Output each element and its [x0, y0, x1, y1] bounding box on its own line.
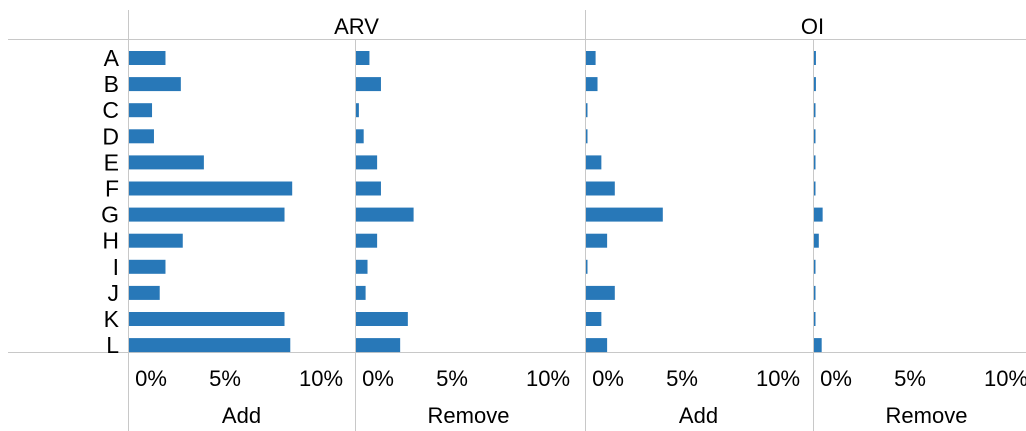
tick-label: 10%: [526, 366, 570, 391]
tick-label: 0%: [820, 366, 852, 391]
category-label: A: [104, 45, 120, 71]
category-label: C: [102, 97, 119, 123]
group-header: ARV: [334, 14, 379, 39]
bar: [129, 207, 285, 222]
bars-layer: [129, 51, 823, 353]
tick-label: 5%: [209, 366, 241, 391]
bar: [129, 181, 293, 196]
bar: [129, 233, 183, 248]
bar: [586, 181, 615, 196]
bar: [586, 207, 663, 222]
category-label: G: [101, 202, 119, 228]
tick-label: 0%: [135, 366, 167, 391]
bar: [356, 312, 408, 326]
tick-label: 5%: [894, 366, 926, 391]
group-header: OI: [801, 14, 824, 39]
bar: [356, 338, 401, 353]
bar: [586, 233, 608, 248]
tick-label: 5%: [436, 366, 468, 391]
bar: [356, 207, 414, 222]
category-label: I: [113, 254, 119, 280]
bar: [129, 51, 166, 65]
bar: [129, 285, 160, 300]
bar: [129, 259, 166, 274]
tick-label: 0%: [592, 366, 624, 391]
bar: [814, 129, 816, 144]
bar: [814, 77, 816, 92]
tick-label: 0%: [362, 366, 394, 391]
tick-label: 10%: [756, 366, 800, 391]
bar: [356, 259, 368, 274]
group-headers: ARV OI: [334, 14, 824, 39]
bar: [814, 312, 816, 326]
bar: [356, 285, 366, 300]
panel-label: Add: [679, 403, 718, 428]
bar: [356, 51, 370, 65]
bar: [586, 338, 608, 353]
bar: [356, 181, 381, 196]
bar: [586, 51, 596, 65]
bar: [129, 155, 204, 170]
bar: [586, 103, 588, 118]
bar: [356, 155, 378, 170]
bar: [356, 103, 359, 118]
category-label: F: [105, 176, 119, 202]
bar: [129, 77, 181, 92]
bar: [129, 312, 285, 326]
bar: [814, 259, 816, 274]
category-label: B: [104, 71, 119, 97]
category-label: H: [102, 228, 119, 254]
bar: [129, 103, 153, 118]
category-label: D: [102, 123, 119, 149]
category-label: J: [108, 280, 120, 306]
tick-label: 10%: [984, 366, 1026, 391]
bar: [586, 77, 598, 92]
tick-labels: 0% 5% 10% 0% 5% 10% 0% 5% 10% 0% 5% 10%: [135, 366, 1026, 391]
chart-frame: [8, 10, 1026, 431]
bar: [356, 129, 364, 144]
bar: [814, 51, 816, 65]
bar: [814, 338, 822, 353]
bar: [814, 181, 816, 196]
bar: [356, 233, 378, 248]
bar: [814, 103, 816, 118]
bar: [586, 155, 602, 170]
bar: [129, 338, 291, 353]
bar: [814, 285, 816, 300]
bar: [129, 129, 154, 144]
bar: [586, 312, 602, 326]
bar: [586, 285, 615, 300]
bar: [814, 155, 816, 170]
category-label: K: [104, 306, 120, 332]
bar: [356, 77, 381, 92]
panel-label: Remove: [886, 403, 968, 428]
bar: [586, 259, 588, 274]
category-label: L: [106, 332, 119, 358]
panel-label: Add: [222, 403, 261, 428]
category-label: E: [104, 149, 119, 175]
tick-label: 10%: [299, 366, 343, 391]
bar: [586, 129, 588, 144]
panel-label: Remove: [428, 403, 510, 428]
tick-label: 5%: [666, 366, 698, 391]
bar: [814, 207, 823, 222]
panel-labels: Add Remove Add Remove: [222, 403, 968, 428]
bar: [814, 233, 819, 248]
